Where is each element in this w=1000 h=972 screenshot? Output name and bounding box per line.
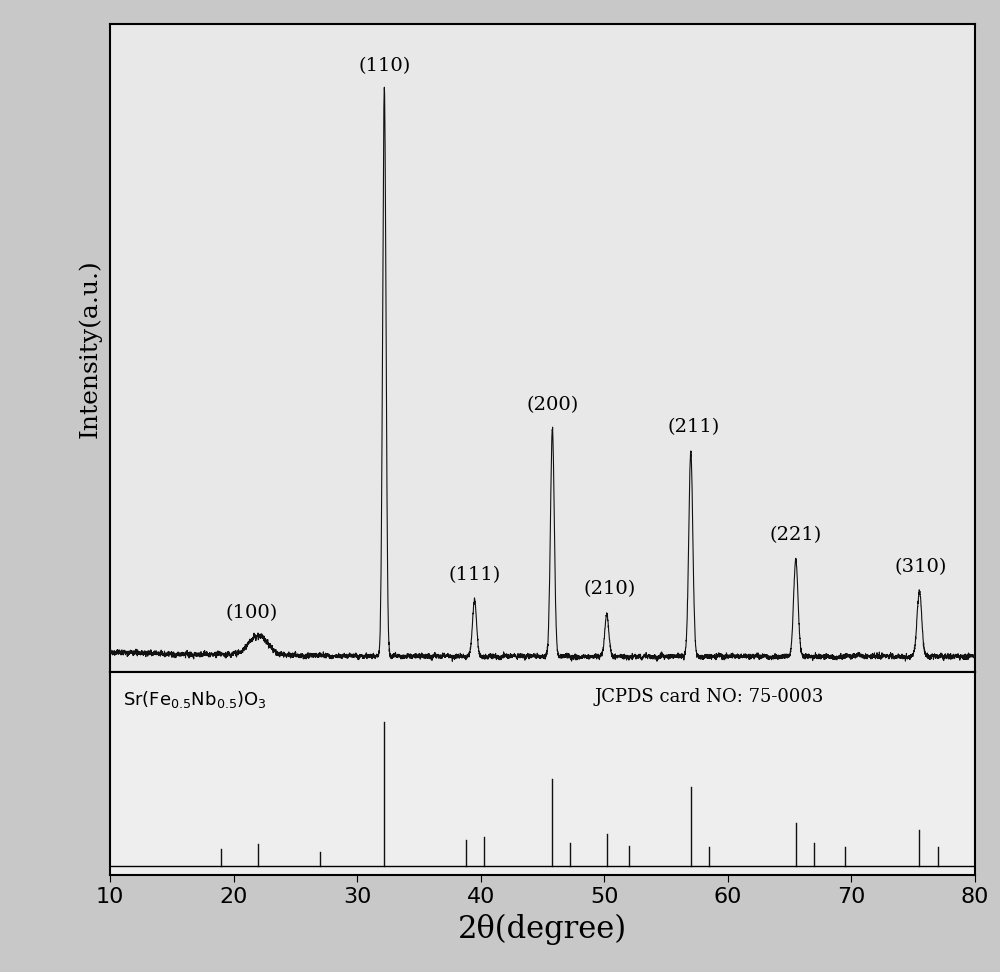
Text: (310): (310)	[894, 558, 947, 575]
Text: (210): (210)	[583, 580, 635, 599]
Text: $\mathrm{Sr(Fe_{0.5}Nb_{0.5})O_3}$: $\mathrm{Sr(Fe_{0.5}Nb_{0.5})O_3}$	[123, 688, 267, 710]
Text: (221): (221)	[770, 527, 822, 544]
Text: (200): (200)	[526, 396, 579, 414]
Text: (110): (110)	[358, 57, 410, 76]
Y-axis label: Intensity(a.u.): Intensity(a.u.)	[78, 259, 102, 437]
X-axis label: 2θ(degree): 2θ(degree)	[458, 914, 627, 945]
Text: (100): (100)	[226, 605, 278, 622]
Text: JCPDS card NO: 75-0003: JCPDS card NO: 75-0003	[594, 688, 824, 707]
Text: (111): (111)	[448, 567, 501, 584]
Text: (211): (211)	[667, 418, 719, 436]
